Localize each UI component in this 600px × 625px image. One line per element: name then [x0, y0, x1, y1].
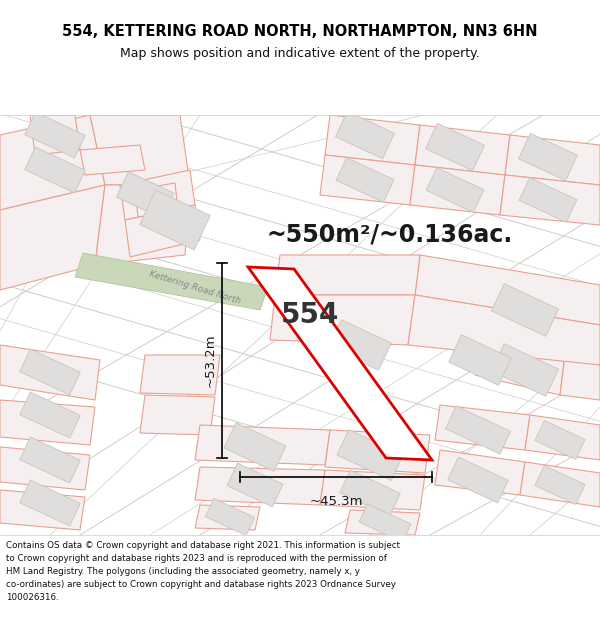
Polygon shape — [20, 480, 80, 526]
Text: HM Land Registry. The polygons (including the associated geometry, namely x, y: HM Land Registry. The polygons (includin… — [6, 567, 360, 576]
Polygon shape — [415, 125, 510, 175]
Polygon shape — [340, 470, 400, 516]
Polygon shape — [248, 267, 432, 460]
Text: 100026316.: 100026316. — [6, 593, 59, 602]
Polygon shape — [519, 177, 577, 222]
Polygon shape — [491, 284, 559, 336]
Text: 554, KETTERING ROAD NORTH, NORTHAMPTON, NN3 6HN: 554, KETTERING ROAD NORTH, NORTHAMPTON, … — [62, 24, 538, 39]
Text: 554: 554 — [281, 301, 339, 329]
Polygon shape — [25, 147, 85, 193]
Polygon shape — [425, 123, 484, 171]
Polygon shape — [75, 253, 268, 310]
Polygon shape — [275, 255, 420, 295]
Polygon shape — [135, 183, 178, 217]
Polygon shape — [475, 275, 570, 335]
Polygon shape — [446, 406, 511, 454]
Text: ~53.2m: ~53.2m — [203, 334, 217, 388]
Polygon shape — [337, 429, 403, 481]
Polygon shape — [116, 172, 173, 218]
Polygon shape — [535, 421, 585, 459]
Polygon shape — [535, 466, 585, 504]
Polygon shape — [520, 462, 600, 507]
Polygon shape — [25, 112, 85, 158]
Polygon shape — [224, 422, 286, 471]
Polygon shape — [448, 457, 508, 503]
Polygon shape — [415, 255, 600, 325]
Text: co-ordinates) are subject to Crown copyright and database rights 2023 Ordnance S: co-ordinates) are subject to Crown copyr… — [6, 580, 396, 589]
Polygon shape — [195, 467, 325, 505]
Polygon shape — [0, 345, 100, 400]
Text: ~550m²/~0.136ac.: ~550m²/~0.136ac. — [267, 223, 513, 247]
Polygon shape — [475, 335, 565, 395]
Text: to Crown copyright and database rights 2023 and is reproduced with the permissio: to Crown copyright and database rights 2… — [6, 554, 387, 563]
Polygon shape — [95, 185, 190, 265]
Polygon shape — [270, 295, 415, 345]
Polygon shape — [505, 135, 600, 185]
Bar — [0, 115, 600, 535]
Polygon shape — [20, 437, 80, 483]
Polygon shape — [140, 355, 220, 395]
Polygon shape — [20, 392, 80, 438]
Polygon shape — [90, 115, 190, 185]
Polygon shape — [325, 430, 430, 473]
Polygon shape — [500, 175, 600, 225]
Polygon shape — [565, 295, 600, 340]
Text: ~45.3m: ~45.3m — [309, 495, 363, 508]
Polygon shape — [0, 185, 105, 290]
Polygon shape — [359, 504, 411, 542]
Bar — [0, 0, 600, 115]
Polygon shape — [320, 155, 415, 205]
Polygon shape — [491, 344, 559, 396]
Polygon shape — [560, 355, 600, 400]
Polygon shape — [335, 111, 394, 159]
Text: Map shows position and indicative extent of the property.: Map shows position and indicative extent… — [120, 48, 480, 61]
Polygon shape — [0, 447, 90, 490]
Polygon shape — [20, 349, 80, 395]
Polygon shape — [140, 395, 215, 435]
Polygon shape — [345, 510, 420, 535]
Polygon shape — [205, 498, 254, 536]
Polygon shape — [195, 425, 330, 465]
Polygon shape — [435, 405, 530, 450]
Polygon shape — [426, 168, 484, 212]
Polygon shape — [120, 170, 195, 220]
Polygon shape — [325, 115, 420, 165]
Text: Kettering Road North: Kettering Road North — [148, 270, 242, 306]
Polygon shape — [525, 415, 600, 460]
Polygon shape — [518, 133, 577, 181]
Polygon shape — [329, 320, 391, 370]
Polygon shape — [336, 158, 394, 202]
Polygon shape — [0, 400, 95, 445]
Polygon shape — [125, 205, 200, 257]
Polygon shape — [435, 450, 525, 495]
Polygon shape — [320, 470, 425, 510]
Polygon shape — [30, 115, 80, 155]
Polygon shape — [408, 295, 600, 365]
Polygon shape — [0, 490, 85, 530]
Polygon shape — [410, 165, 505, 215]
Polygon shape — [195, 505, 260, 530]
Polygon shape — [80, 145, 145, 175]
Polygon shape — [449, 335, 511, 385]
Bar — [0, 535, 600, 625]
Text: Contains OS data © Crown copyright and database right 2021. This information is : Contains OS data © Crown copyright and d… — [6, 541, 400, 550]
Polygon shape — [140, 190, 210, 250]
Polygon shape — [227, 463, 283, 507]
Polygon shape — [0, 115, 105, 210]
